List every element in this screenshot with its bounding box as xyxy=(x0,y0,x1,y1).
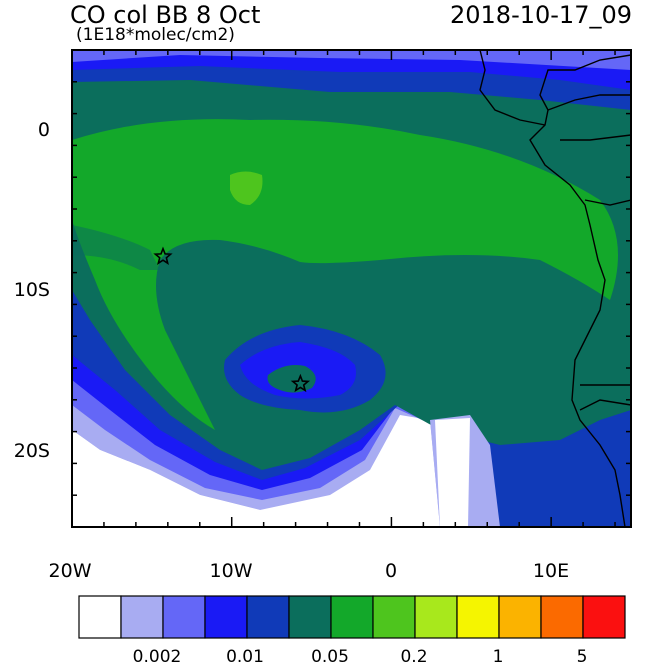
colorbar-swatch xyxy=(204,595,248,639)
colorbar-swatch xyxy=(372,595,416,639)
colorbar-swatch xyxy=(78,595,122,639)
colorbar-label-1: 1 xyxy=(492,647,504,667)
x-tick-label-0: 0 xyxy=(384,560,398,582)
colorbar-label-005: 0.05 xyxy=(311,647,349,667)
map-field xyxy=(72,50,631,527)
x-tick-label-10e: 10E xyxy=(532,560,570,582)
colorbar xyxy=(78,595,626,639)
colorbar-swatch xyxy=(162,595,206,639)
star-markers xyxy=(153,246,311,393)
colorbar-swatch xyxy=(540,595,584,639)
timestamp-label: 2018-10-17_09 xyxy=(449,1,632,29)
star-marker-south xyxy=(290,373,311,393)
colorbar-swatch xyxy=(246,595,290,639)
axis-ticks xyxy=(71,49,631,528)
colorbar-swatch xyxy=(456,595,500,639)
colorbar-swatch xyxy=(288,595,332,639)
colorbar-swatch xyxy=(582,595,626,639)
plot-title: CO col BB 8 Oct xyxy=(70,1,261,29)
colorbar-label-0002: 0.002 xyxy=(132,647,182,667)
plot-frame xyxy=(71,49,632,528)
x-tick-label-20w: 20W xyxy=(48,560,92,582)
y-tick-label-0: 0 xyxy=(37,119,50,141)
colorbar-swatch xyxy=(498,595,542,639)
star-marker-north xyxy=(153,246,173,265)
coastlines xyxy=(479,50,631,527)
colorbar-swatch xyxy=(414,595,458,639)
colorbar-swatch xyxy=(120,595,164,639)
y-tick-label-20s: 20S xyxy=(13,440,50,462)
colorbar-swatch xyxy=(330,595,374,639)
colorbar-label-5: 5 xyxy=(576,647,588,667)
colorbar-label-001: 0.01 xyxy=(226,647,264,667)
colorbar-label-02: 0.2 xyxy=(400,647,428,667)
y-tick-label-10s: 10S xyxy=(13,279,50,301)
units-label: (1E18*molec/cm2) xyxy=(76,25,235,45)
x-tick-label-10w: 10W xyxy=(209,560,253,582)
